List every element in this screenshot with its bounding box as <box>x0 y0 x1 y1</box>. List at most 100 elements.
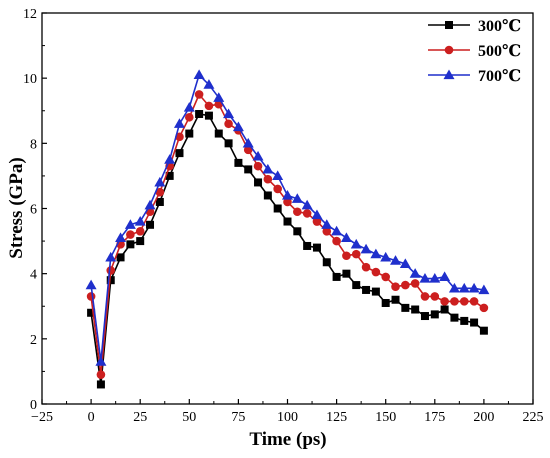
y-tick-label: 8 <box>30 137 37 152</box>
data-point <box>214 129 223 138</box>
data-point <box>96 370 106 379</box>
data-point <box>420 292 430 301</box>
data-point <box>293 227 302 236</box>
series-layer <box>85 69 490 389</box>
data-point <box>252 150 264 161</box>
x-tick-label: 225 <box>523 410 544 425</box>
y-tick-label: 12 <box>23 7 37 22</box>
data-point <box>409 268 421 278</box>
data-point <box>419 273 431 283</box>
data-point <box>124 219 136 229</box>
data-point <box>87 308 96 317</box>
data-point <box>183 101 195 112</box>
data-point <box>115 232 127 242</box>
data-point <box>322 258 331 267</box>
data-point <box>351 249 361 259</box>
data-point <box>234 158 243 167</box>
data-point <box>224 119 233 129</box>
data-point <box>86 292 96 301</box>
x-tick-label: 150 <box>375 410 396 425</box>
data-point <box>361 262 371 272</box>
data-point <box>381 298 390 307</box>
data-point <box>429 273 441 283</box>
data-point <box>399 258 411 269</box>
data-point <box>381 272 391 282</box>
data-point <box>303 241 312 250</box>
data-point <box>224 139 233 148</box>
y-axis-label: Stress (GPa) <box>6 157 27 259</box>
x-tick-label: 75 <box>231 410 245 425</box>
data-point <box>401 303 410 312</box>
data-point <box>322 227 332 236</box>
data-point <box>146 220 155 229</box>
data-point <box>134 216 146 226</box>
data-point <box>223 108 235 119</box>
data-point <box>126 240 135 249</box>
legend-label: 700℃ <box>478 68 521 85</box>
data-point <box>362 285 371 294</box>
data-point <box>450 313 459 322</box>
data-point <box>273 204 282 213</box>
data-point <box>195 110 204 119</box>
x-tick-label: 200 <box>473 410 494 425</box>
data-point <box>242 137 254 148</box>
legend-label: 500℃ <box>478 43 521 60</box>
legend-item-1: 300℃ <box>428 18 521 35</box>
x-tick-label: 0 <box>88 410 95 425</box>
data-point <box>342 251 351 261</box>
x-tick-label: −25 <box>31 410 53 425</box>
data-point <box>291 193 303 203</box>
data-point <box>332 236 341 246</box>
data-point <box>165 171 174 180</box>
data-point <box>254 178 263 187</box>
data-point <box>273 184 282 194</box>
data-point <box>262 163 274 174</box>
data-point <box>430 292 440 301</box>
data-point <box>439 271 451 282</box>
data-point <box>263 174 273 184</box>
data-point <box>96 380 105 389</box>
data-point <box>321 219 333 229</box>
data-point <box>312 243 321 252</box>
legend-marker <box>445 21 453 29</box>
legend-item-2: 500℃ <box>428 43 521 60</box>
data-point <box>136 237 145 246</box>
x-tick-label: 125 <box>326 410 347 425</box>
data-point <box>116 253 125 262</box>
data-point <box>204 111 213 120</box>
x-axis-label: Time (ps) <box>249 429 326 450</box>
data-point <box>391 295 400 304</box>
legend-label: 300℃ <box>478 18 521 35</box>
data-point <box>342 269 351 278</box>
x-tick-label: 100 <box>277 410 298 425</box>
data-point <box>173 118 185 128</box>
data-point <box>263 191 272 200</box>
data-point <box>185 112 194 122</box>
data-point <box>411 305 420 314</box>
y-tick-label: 0 <box>30 398 37 413</box>
x-tick-label: 50 <box>182 410 196 425</box>
data-point <box>283 197 292 207</box>
data-point <box>352 281 361 290</box>
legend-marker <box>443 69 455 80</box>
legend: 300℃ 500℃ 700℃ <box>428 18 521 85</box>
data-point <box>193 69 205 80</box>
data-point <box>430 310 439 319</box>
data-point <box>311 209 323 220</box>
x-tick-label: 25 <box>133 410 147 425</box>
data-point <box>194 90 204 99</box>
data-point <box>105 251 117 262</box>
data-point <box>440 297 449 306</box>
data-point <box>370 248 382 259</box>
data-point <box>371 267 381 277</box>
data-point <box>459 297 469 306</box>
data-point <box>203 79 215 89</box>
data-point <box>155 197 164 206</box>
data-point <box>144 199 156 210</box>
data-point <box>401 280 410 290</box>
data-point <box>390 255 402 265</box>
data-point <box>154 176 166 187</box>
data-point <box>106 276 115 285</box>
